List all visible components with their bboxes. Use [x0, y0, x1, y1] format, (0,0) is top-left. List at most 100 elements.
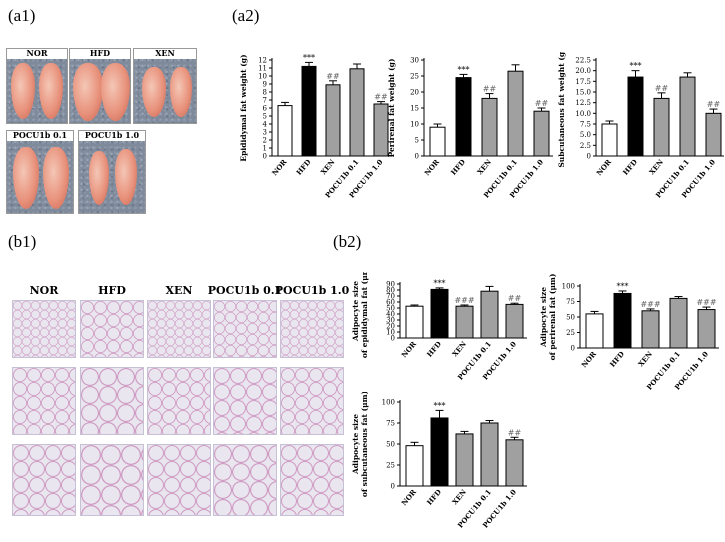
bar — [430, 288, 449, 339]
y-axis-label: of perirenal fat (μm) — [548, 274, 557, 360]
y-axis-label: Adipocyte size — [351, 414, 360, 475]
bar — [505, 439, 524, 487]
significance-label: ### — [454, 296, 474, 305]
photo-label: NOR — [7, 49, 67, 59]
y-tick-label: 50 — [386, 305, 395, 313]
significance-label: *** — [303, 53, 315, 62]
x-tick-label: HFD — [425, 340, 443, 359]
bar — [705, 112, 722, 157]
y-tick-label: 17.5 — [575, 78, 591, 86]
histology-image — [12, 367, 76, 435]
y-tick-label: 2 — [263, 137, 267, 145]
x-tick-label: NOR — [399, 487, 418, 507]
x-tick-label: HFD — [425, 488, 443, 507]
y-tick-label: 25 — [566, 329, 575, 337]
panel-label-b1: (b1) — [8, 232, 37, 251]
bar — [455, 433, 474, 487]
histology-image — [213, 300, 277, 358]
chart-perirenal-fat-weight: 0 5 10 15 20 25 30 Perirenal fat weight (g) NOR *… — [387, 57, 553, 200]
significance-label: ## — [374, 93, 388, 102]
y-tick-label: 20 — [410, 89, 419, 97]
y-tick-label: 1 — [263, 145, 267, 153]
histology-column-header: XEN — [165, 284, 193, 297]
panel-label-a1: (a1) — [8, 6, 36, 25]
y-tick-label: 5 — [263, 113, 267, 121]
x-tick-label: NOR — [270, 157, 289, 177]
chart-adipocyte-size-perirenal: 0 25 50 75 100 Adipocyte size of perirenal fat… — [539, 274, 719, 392]
y-tick-label: 10.0 — [575, 110, 591, 118]
y-axis-label: of epididymal fat (μm) — [360, 272, 369, 358]
histology-column-header: POCU1b 1.0 — [274, 284, 350, 297]
y-tick-label: 12.5 — [575, 99, 591, 107]
y-tick-label: 25 — [410, 73, 419, 81]
tissue-photo-xen: XEN — [133, 48, 197, 124]
x-tick-label: HFD — [449, 158, 467, 177]
histology-image — [147, 444, 211, 516]
bar — [669, 297, 688, 349]
y-tick-label: 60 — [386, 299, 395, 307]
significance-label: *** — [617, 282, 629, 291]
y-tick-label: 15.0 — [575, 89, 591, 97]
significance-label: ## — [483, 85, 497, 94]
bar — [481, 97, 498, 157]
bar — [613, 292, 632, 349]
bar — [301, 65, 317, 157]
significance-label: ## — [707, 100, 721, 109]
y-tick-label: 5.0 — [580, 131, 591, 139]
photo-label: XEN — [134, 49, 196, 59]
significance-label: *** — [434, 279, 446, 288]
bar — [585, 313, 604, 349]
significance-label: ## — [508, 428, 522, 437]
y-tick-label: 0 — [587, 153, 591, 161]
histology-image — [147, 367, 211, 435]
y-tick-label: 20 — [386, 323, 395, 331]
y-tick-label: 22.5 — [575, 57, 591, 65]
y-tick-label: 75 — [386, 420, 395, 428]
y-tick-label: 90 — [386, 281, 395, 289]
panel-label-b2: (b2) — [333, 232, 362, 251]
photo-label: POCU1b 0.1 — [7, 131, 73, 141]
x-tick-label: XEN — [636, 349, 654, 368]
y-tick-label: 50 — [566, 314, 575, 322]
histology-image — [80, 367, 144, 435]
y-tick-label: 8 — [263, 89, 267, 97]
bar — [601, 123, 618, 157]
panel-label-a2: (a2) — [232, 6, 260, 25]
y-tick-label: 6 — [263, 105, 268, 113]
significance-label: ## — [326, 72, 340, 81]
significance-label: ## — [655, 84, 669, 93]
histology-image — [280, 300, 344, 358]
bar — [455, 305, 474, 339]
x-tick-label: NOR — [594, 157, 613, 177]
histology-image — [80, 300, 144, 358]
significance-label: *** — [458, 65, 470, 74]
y-axis-label: Adipocyte size — [539, 287, 548, 348]
y-tick-label: 0 — [571, 345, 575, 353]
y-tick-label: 75 — [566, 298, 575, 306]
bar — [430, 417, 449, 487]
bar — [429, 126, 446, 157]
y-tick-label: 50 — [386, 441, 395, 449]
bar — [533, 110, 550, 157]
bar — [480, 290, 499, 339]
y-tick-label: 7.5 — [580, 121, 591, 129]
y-tick-label: 30 — [386, 317, 395, 325]
significance-label: ### — [640, 300, 660, 309]
y-tick-label: 4 — [263, 121, 268, 129]
bar — [653, 97, 670, 157]
photo-label: HFD — [70, 49, 130, 59]
y-tick-label: 40 — [386, 311, 395, 319]
chart-subcutaneous-fat-weight: 0 2.5 5.0 7.5 10.0 12.5 15.0 17.5 20.0 22.5 Subcut… — [557, 52, 724, 200]
histology-image — [213, 367, 277, 435]
histology-image — [147, 300, 211, 358]
bar — [277, 105, 293, 157]
histology-column-header: POCU1b 0.1 — [207, 284, 283, 297]
bar — [679, 76, 696, 157]
y-tick-label: 10 — [258, 73, 267, 81]
x-tick-label: XEN — [647, 157, 665, 176]
y-axis-label: Subcutaneous fat weight (g) — [557, 52, 566, 168]
significance-label: ## — [508, 294, 522, 303]
x-tick-label: NOR — [422, 157, 441, 177]
